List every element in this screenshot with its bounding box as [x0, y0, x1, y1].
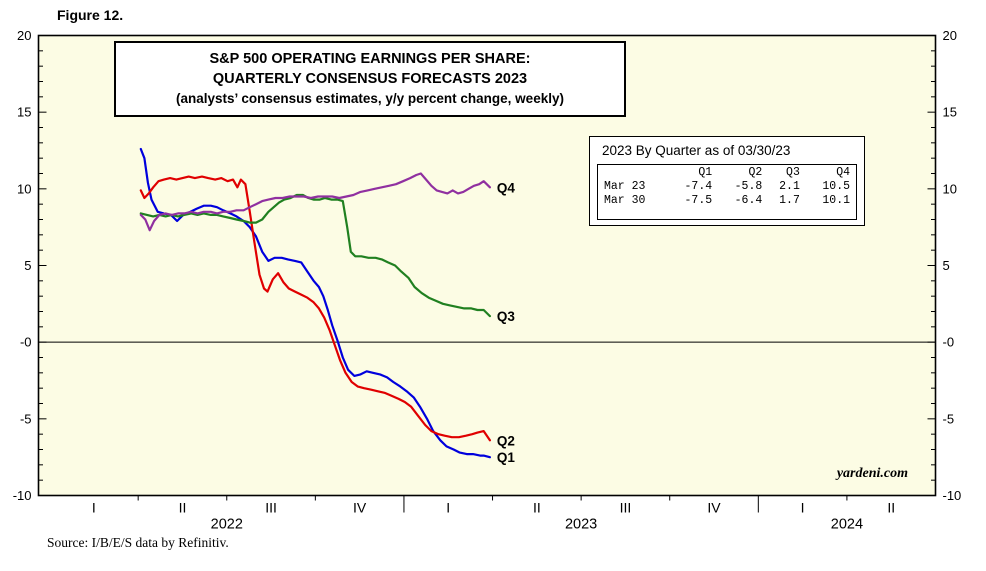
- y-axis-label-left: -5: [20, 411, 32, 426]
- inset-value: 10.1: [822, 194, 850, 207]
- inset-row-mar23: Mar 23 -7.4 -5.8 2.1 10.5: [604, 180, 850, 194]
- y-axis-label-left: -10: [13, 488, 32, 503]
- inset-value: -6.4: [734, 194, 763, 207]
- inset-value: -7.4: [684, 180, 713, 193]
- inset-table: Q1 Q2 Q3 Q4 Mar 23 -7.4 -5.8 2.1 10.5 Ma…: [597, 164, 857, 220]
- y-axis-label-right: 20: [943, 28, 957, 43]
- watermark: yardeni.com: [836, 466, 908, 481]
- inset-col-q1: Q1: [698, 166, 713, 179]
- series-label-q3: Q3: [497, 309, 516, 324]
- inset-title: 2023 By Quarter as of 03/30/23: [602, 143, 791, 158]
- series-line-q4: [139, 172, 491, 232]
- inset-row-label: Mar 30: [604, 194, 646, 207]
- y-axis-label-left: 20: [17, 28, 31, 43]
- y-axis-label-right: -0: [943, 335, 955, 350]
- x-axis-year-label: 2024: [831, 517, 863, 533]
- series-line-q1: [139, 147, 491, 459]
- series-label-q4: Q4: [497, 180, 516, 195]
- y-axis-label-right: -5: [943, 411, 955, 426]
- y-axis-label-left: -0: [20, 335, 32, 350]
- x-axis-quarter-label: III: [265, 500, 277, 516]
- y-axis-label-left: 10: [17, 181, 31, 196]
- y-axis-label-right: -10: [943, 488, 962, 503]
- y-axis-label-right: 10: [943, 181, 957, 196]
- y-axis-label-right: 15: [943, 105, 957, 120]
- inset-col-q4: Q4: [836, 166, 850, 179]
- inset-table-box: 2023 By Quarter as of 03/30/23 Q1 Q2 Q3 …: [589, 136, 865, 226]
- y-axis-label-left: 5: [24, 258, 31, 273]
- inset-value: 10.5: [822, 180, 850, 193]
- chart-title-line2: QUARTERLY CONSENSUS FORECASTS 2023: [212, 71, 528, 88]
- x-axis-year-label: 2023: [565, 517, 597, 533]
- series-line-q3: [139, 193, 491, 318]
- inset-row-label: Mar 23: [604, 180, 646, 193]
- inset-value: -7.5: [684, 194, 713, 207]
- x-axis-quarter-label: III: [620, 500, 632, 516]
- chart-title-line3: (analysts’ consensus estimates, y/y perc…: [176, 90, 564, 106]
- series-label-q2: Q2: [497, 433, 515, 448]
- x-axis-quarter-label: IV: [707, 500, 721, 516]
- inset-header-spacer: [604, 166, 662, 180]
- x-axis-year-label: 2022: [211, 517, 243, 533]
- x-axis-quarter-label: IV: [353, 500, 367, 516]
- source-note: Source: I/B/E/S data by Refinitiv.: [47, 535, 229, 550]
- series-label-q1: Q1: [497, 450, 516, 465]
- x-axis-quarter-label: II: [533, 500, 541, 516]
- x-axis-quarter-label: I: [801, 500, 805, 516]
- y-axis-label-right: 5: [943, 258, 950, 273]
- inset-col-q2: Q2: [748, 166, 763, 179]
- x-axis-quarter-label: II: [887, 500, 895, 516]
- chart-title-box: S&P 500 OPERATING EARNINGS PER SHARE: QU…: [114, 41, 626, 118]
- inset-value: 1.7: [779, 194, 800, 207]
- figure-label: Figure 12.: [57, 7, 124, 23]
- inset-row-mar30: Mar 30 -7.5 -6.4 1.7 10.1: [604, 194, 850, 208]
- x-axis-quarter-label: I: [92, 500, 96, 516]
- inset-header-row: Q1 Q2 Q3 Q4: [604, 166, 850, 180]
- y-axis-label-left: 15: [17, 105, 31, 120]
- inset-value: 2.1: [779, 180, 800, 193]
- x-axis-quarter-label: I: [446, 500, 450, 516]
- chart-title-line1: S&P 500 OPERATING EARNINGS PER SHARE:: [209, 51, 531, 67]
- inset-col-q3: Q3: [786, 166, 800, 179]
- series-line-q2: [139, 175, 491, 442]
- inset-value: -5.8: [734, 180, 763, 193]
- x-axis-quarter-label: II: [179, 500, 187, 516]
